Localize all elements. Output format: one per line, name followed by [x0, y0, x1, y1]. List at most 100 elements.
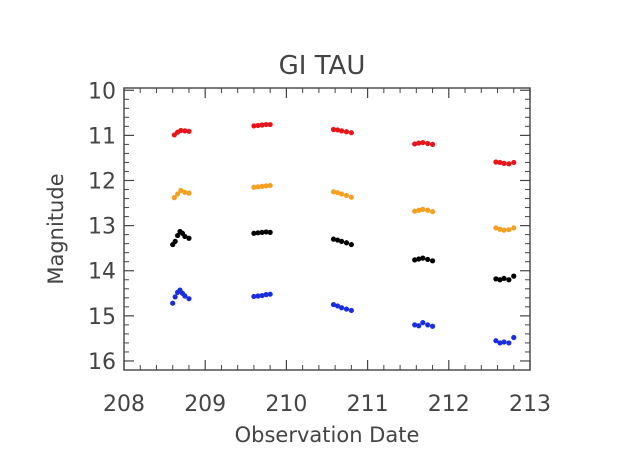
data-point — [429, 209, 436, 215]
data-point — [501, 339, 507, 345]
x-tick-label: 213 — [509, 392, 551, 417]
x-tick-label: 208 — [103, 392, 145, 417]
x-tick-label: 209 — [184, 392, 226, 417]
data-point — [493, 338, 499, 344]
data-point — [330, 126, 337, 133]
data-point — [425, 322, 431, 328]
data-point — [259, 122, 265, 128]
data-point — [267, 182, 273, 189]
data-point — [412, 208, 418, 214]
data-point — [497, 277, 503, 283]
data-point — [425, 140, 431, 147]
data-point — [259, 183, 265, 189]
x-tick-label: 211 — [347, 392, 389, 417]
data-point — [251, 293, 257, 300]
data-point — [339, 238, 345, 245]
x-axis-ticks: 208 209 210 211 212 213 — [103, 88, 551, 417]
data-point — [255, 184, 261, 190]
data-point — [334, 237, 341, 243]
data-point — [506, 277, 512, 283]
data-point — [178, 187, 184, 194]
y-tick-label: 10 — [88, 79, 116, 104]
y-axis-label: Magnitude — [44, 173, 68, 284]
data-point — [251, 123, 257, 129]
data-point — [259, 292, 265, 299]
data-point — [501, 275, 507, 282]
data-point — [348, 130, 354, 136]
data-point — [330, 236, 337, 242]
data-point — [343, 129, 350, 135]
data-point — [182, 189, 188, 195]
y-tick-label: 14 — [88, 260, 116, 285]
data-point — [259, 229, 265, 235]
data-point — [251, 184, 257, 190]
data-point — [511, 159, 517, 166]
data-point — [501, 160, 507, 166]
data-point — [506, 340, 512, 346]
y-tick-label: 13 — [88, 215, 116, 240]
chart-title: GI TAU — [279, 51, 366, 81]
data-point — [263, 292, 269, 298]
data-point — [429, 323, 436, 329]
data-point — [182, 128, 188, 134]
data-point — [501, 227, 507, 233]
data-point — [267, 291, 273, 297]
data-point — [251, 230, 257, 236]
data-point — [420, 320, 426, 326]
data-point — [334, 127, 341, 133]
data-point — [186, 296, 192, 302]
data-point — [174, 191, 181, 197]
x-tick-label: 212 — [428, 392, 470, 417]
data-point — [497, 159, 503, 166]
plot-frame — [123, 87, 531, 371]
data-point — [420, 255, 426, 261]
data-point — [493, 159, 499, 165]
data-point — [348, 307, 354, 314]
data-point — [330, 301, 337, 308]
data-point — [171, 195, 177, 201]
data-point — [174, 232, 181, 239]
data-point — [267, 121, 273, 128]
data-point — [186, 190, 192, 196]
data-point — [172, 294, 178, 300]
data-point — [497, 226, 503, 232]
data-point — [511, 225, 517, 231]
data-point — [425, 256, 431, 263]
y-tick-label: 12 — [88, 169, 116, 194]
data-points — [170, 121, 517, 346]
data-point — [263, 183, 269, 189]
data-point — [334, 190, 341, 196]
data-point — [334, 303, 341, 309]
data-point — [412, 322, 418, 328]
data-point — [182, 293, 188, 299]
x-axis-label: Observation Date — [235, 423, 420, 447]
data-point — [172, 238, 178, 245]
data-point — [506, 227, 512, 233]
y-tick-label: 16 — [88, 350, 116, 375]
y-axis-ticks: 10 11 12 13 14 15 16 — [88, 79, 530, 375]
data-point — [511, 334, 517, 341]
data-point — [420, 206, 426, 212]
data-point — [343, 240, 350, 246]
data-point — [416, 323, 422, 329]
data-point — [186, 128, 192, 134]
data-point — [339, 191, 345, 197]
data-point — [255, 293, 261, 299]
data-point — [493, 276, 499, 282]
data-point — [493, 225, 499, 231]
data-point — [330, 189, 337, 195]
data-point — [511, 273, 517, 279]
data-point — [416, 207, 422, 213]
data-point — [178, 127, 184, 134]
data-point — [412, 257, 418, 263]
data-point — [429, 258, 436, 264]
data-point — [348, 241, 354, 248]
y-tick-label: 15 — [88, 305, 116, 330]
data-point — [267, 229, 273, 235]
y-tick-label: 11 — [88, 124, 116, 149]
data-point — [416, 256, 422, 262]
data-point — [416, 140, 422, 146]
data-point — [255, 122, 261, 129]
data-point — [263, 121, 269, 128]
data-point — [182, 233, 188, 240]
